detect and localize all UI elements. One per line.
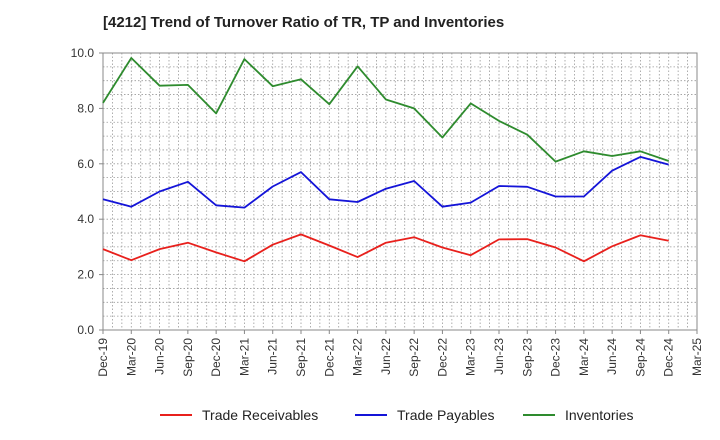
legend-label: Trade Payables — [397, 407, 495, 423]
legend-item: Trade Receivables — [160, 404, 318, 426]
x-tick-label: Jun-21 — [266, 338, 280, 375]
x-axis-ticks: Dec-19 Mar-20 Jun-20 Sep-20 Dec-20 Mar-21 Jun-… — [96, 330, 704, 377]
x-tick-label: Jun-20 — [153, 338, 167, 375]
x-tick-label: Mar-22 — [351, 338, 365, 376]
x-tick-label: Sep-23 — [520, 338, 534, 377]
legend-swatch — [523, 414, 555, 416]
series-line — [102, 155, 669, 209]
x-tick-label: Mar-20 — [124, 338, 138, 376]
series-line — [102, 233, 669, 263]
x-tick-label: Jun-22 — [379, 338, 393, 375]
chart-title: [4212] Trend of Turnover Ratio of TR, TP… — [103, 14, 505, 31]
x-tick-label: Mar-23 — [464, 338, 478, 376]
x-tick-label: Mar-25 — [690, 338, 704, 376]
plot-area-frame — [102, 52, 698, 331]
series-line — [102, 57, 669, 163]
legend-swatch — [355, 414, 387, 416]
y-tick-label: 8.0 — [77, 101, 94, 115]
x-tick-label: Dec-21 — [322, 338, 336, 377]
y-tick-label: 0.0 — [77, 323, 94, 337]
legend-label: Trade Receivables — [202, 407, 319, 423]
y-tick-label: 6.0 — [77, 157, 94, 171]
grid-layer — [103, 53, 697, 330]
y-tick-label: 4.0 — [77, 212, 94, 226]
x-tick-label: Sep-21 — [294, 338, 308, 377]
x-tick-label: Mar-24 — [577, 338, 591, 376]
legend-item: Inventories — [523, 404, 633, 426]
x-tick-label: Dec-23 — [549, 338, 563, 377]
y-tick-label: 10.0 — [71, 46, 95, 60]
legend: Trade Receivables Trade Payables Inventori… — [0, 404, 720, 426]
x-tick-label: Dec-24 — [662, 338, 676, 377]
x-tick-label: Sep-20 — [181, 338, 195, 377]
x-tick-label: Mar-21 — [237, 338, 251, 376]
x-tick-label: Jun-23 — [492, 338, 506, 375]
x-tick-label: Dec-20 — [209, 338, 223, 377]
series-layer — [102, 57, 669, 263]
x-tick-label: Sep-22 — [407, 338, 421, 377]
x-tick-label: Sep-24 — [633, 338, 647, 377]
x-tick-label: Dec-19 — [96, 338, 110, 377]
y-tick-label: 2.0 — [77, 268, 94, 282]
x-tick-label: Jun-24 — [605, 338, 619, 375]
legend-swatch — [160, 414, 192, 416]
legend-label: Inventories — [565, 407, 634, 423]
x-tick-label: Dec-22 — [435, 338, 449, 377]
y-axis-ticks: 0.0 2.0 4.0 6.0 8.0 10.0 — [71, 46, 103, 337]
legend-item: Trade Payables — [355, 404, 495, 426]
